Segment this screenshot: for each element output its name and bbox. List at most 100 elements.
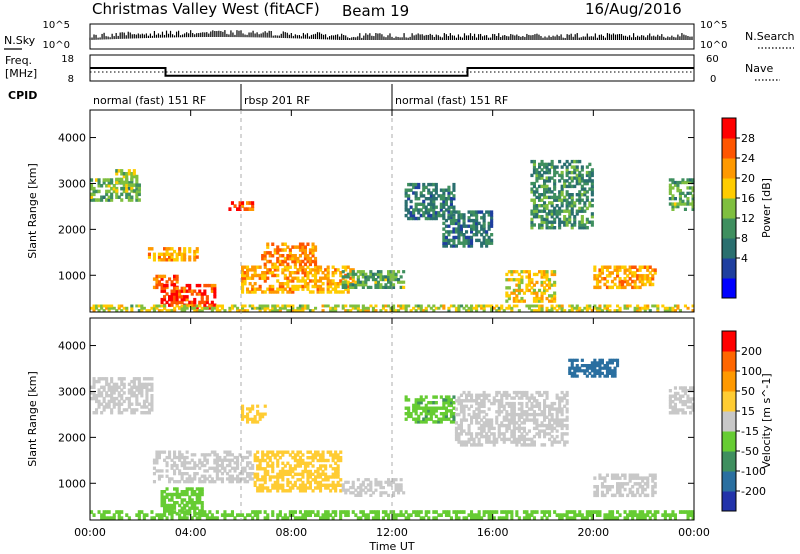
heatmap-cell [608, 271, 612, 275]
heatmap-cell [152, 458, 156, 462]
heatmap-cell [447, 395, 451, 399]
heatmap-cell [241, 466, 245, 470]
heatmap-cell [258, 461, 262, 465]
heatmap-cell [580, 173, 584, 178]
heatmap-cell [319, 489, 323, 493]
heatmap-cell [530, 198, 534, 202]
heatmap-cell [301, 279, 305, 283]
heatmap-cell [120, 304, 124, 308]
heatmap-cell [208, 510, 212, 514]
heatmap-cell [689, 389, 693, 393]
heatmap-cell [570, 159, 574, 164]
heatmap-cell [492, 426, 496, 431]
heatmap-cell [319, 284, 323, 289]
heatmap-cell [223, 510, 227, 514]
heatmap-cell [553, 401, 557, 406]
heatmap-cell [686, 405, 690, 409]
freq-tick-bottom: 8 [68, 74, 74, 85]
freq-line [90, 67, 694, 77]
heatmap-cell [336, 467, 340, 471]
heatmap-cell [288, 290, 292, 294]
heatmap-cell [548, 421, 552, 425]
heatmap-cell [689, 400, 693, 404]
heatmap-cell [636, 513, 640, 517]
heatmap-cell [334, 271, 338, 275]
heatmap-cell [273, 306, 277, 310]
heatmap-cell [387, 272, 391, 276]
heatmap-cell [173, 461, 177, 465]
heatmap-cell [117, 408, 121, 412]
heatmap-cell [608, 358, 612, 362]
heatmap-cell [359, 491, 363, 495]
heatmap-cell [598, 476, 602, 480]
heatmap-cell [336, 456, 340, 460]
heatmap-cell [663, 309, 667, 312]
heatmap-cell [603, 265, 607, 269]
heatmap-cell [482, 221, 486, 226]
heatmap-cell [593, 490, 597, 495]
heatmap-cell [329, 483, 333, 487]
heatmap-cell [198, 516, 202, 520]
heatmap-cell [543, 510, 547, 514]
heatmap-cell [215, 309, 219, 312]
heatmap-cell [308, 472, 312, 476]
heatmap-cell [691, 186, 695, 190]
heatmap-cell [467, 412, 471, 417]
heatmap-cell [605, 487, 609, 492]
heatmap-cell [512, 410, 516, 414]
heatmap-cell [555, 407, 559, 411]
heatmap-cell [387, 280, 391, 284]
heatmap-cell [359, 272, 363, 276]
heatmap-cell [263, 304, 267, 308]
heatmap-cell [178, 249, 182, 254]
heatmap-cell [424, 211, 428, 215]
heatmap-cell [251, 466, 255, 470]
heatmap-cell [90, 178, 94, 182]
heatmap-cell [281, 248, 285, 252]
heatmap-cell [188, 289, 192, 293]
heatmap-cell [633, 473, 637, 477]
heatmap-cell [575, 173, 579, 178]
heatmap-cell [545, 288, 549, 293]
heatmap-cell [251, 268, 255, 272]
heatmap-cell [560, 184, 564, 189]
heatmap-cell [585, 206, 589, 211]
heatmap-cell [157, 304, 161, 308]
heatmap-cell [263, 478, 267, 482]
heatmap-cell [200, 506, 204, 510]
velocity-y-label: Slant Range [km] [26, 371, 39, 467]
heatmap-cell [170, 513, 174, 517]
heatmap-cell [241, 276, 245, 280]
heatmap-cell [512, 429, 516, 433]
heatmap-cell [515, 278, 519, 282]
heatmap-cell [308, 271, 312, 275]
heatmap-cell [397, 280, 401, 284]
heatmap-cell [580, 179, 584, 183]
heatmap-cell [263, 276, 267, 280]
heatmap-cell [543, 513, 547, 517]
heatmap-cell [502, 440, 506, 444]
heatmap-cell [301, 483, 305, 487]
heatmap-cell [369, 488, 373, 492]
heatmap-cell [565, 440, 569, 444]
heatmap-cell [354, 488, 358, 492]
heatmap-cell [193, 513, 197, 517]
heatmap-cell [283, 450, 287, 454]
heatmap-cell [414, 401, 418, 405]
heatmap-cell [102, 304, 106, 308]
heatmap-cell [598, 513, 602, 517]
heatmap-cell [303, 513, 307, 517]
heatmap-cell [475, 238, 479, 243]
heatmap-cell [550, 426, 554, 431]
colorbar-tick-label: 8 [741, 232, 748, 245]
heatmap-cell [485, 244, 489, 248]
heatmap-cell [439, 395, 443, 399]
heatmap-cell [243, 304, 247, 308]
heatmap-cell [628, 476, 632, 480]
heatmap-cell [409, 414, 413, 419]
heatmap-cell [163, 513, 167, 517]
heatmap-cell [253, 417, 257, 421]
heatmap-cell [673, 386, 677, 390]
heatmap-cell [492, 510, 496, 514]
heatmap-cell [447, 205, 451, 209]
